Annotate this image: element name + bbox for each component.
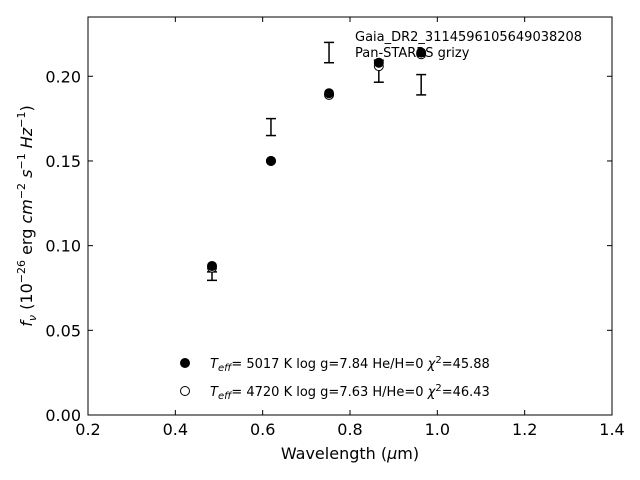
x-tick-label: 0.6 — [250, 420, 275, 439]
legend-entry-1: Teff= 5017 K log g=7.84 He/H=0 χ2=45.88 — [210, 355, 490, 374]
model-point-filled — [373, 57, 384, 68]
x-tick-label: 1.0 — [425, 420, 450, 439]
y-tick-label: 0.15 — [45, 152, 81, 171]
y-axis-label: fν (10−26 erg cm−2 s−1 Hz−1) — [15, 105, 39, 326]
model-point-filled — [416, 47, 427, 58]
model-point-filled — [324, 88, 335, 99]
x-tick-label: 1.4 — [599, 420, 624, 439]
y-tick-label: 0.05 — [45, 321, 81, 340]
annotation-line-2: Pan-STARRS grizy — [355, 46, 470, 61]
y-tick-label: 0.10 — [45, 237, 81, 256]
model-point-filled — [265, 155, 276, 166]
errorbar — [416, 73, 427, 96]
errorbar — [265, 117, 276, 137]
model-point-filled — [207, 260, 218, 271]
x-tick-label: 0.2 — [75, 420, 100, 439]
y-tick-label: 0.00 — [45, 406, 81, 425]
annotation-line-1: Gaia_DR2_3114596105649038208 — [355, 30, 582, 45]
legend-marker-filled — [180, 358, 190, 368]
x-axis-label: Wavelength (μm) — [281, 444, 419, 463]
y-tick-label: 0.20 — [45, 67, 81, 86]
plot-content — [207, 41, 427, 282]
x-tick-label: 0.8 — [337, 420, 362, 439]
legend-entry-2: Teff= 4720 K log g=7.63 H/He=0 χ2=46.43 — [210, 383, 490, 402]
axis-ticks: 0.2 0.4 0.6 0.8 1.0 1.2 1.4 0.00 0.05 0.10 0.15 0.2… — [45, 17, 625, 439]
x-tick-label: 1.2 — [512, 420, 537, 439]
x-tick-label: 0.4 — [163, 420, 188, 439]
legend-marker-open — [180, 386, 190, 396]
legend: Teff= 5017 K log g=7.84 He/H=0 χ2=45.88 … — [180, 355, 490, 402]
errorbar — [324, 41, 335, 64]
